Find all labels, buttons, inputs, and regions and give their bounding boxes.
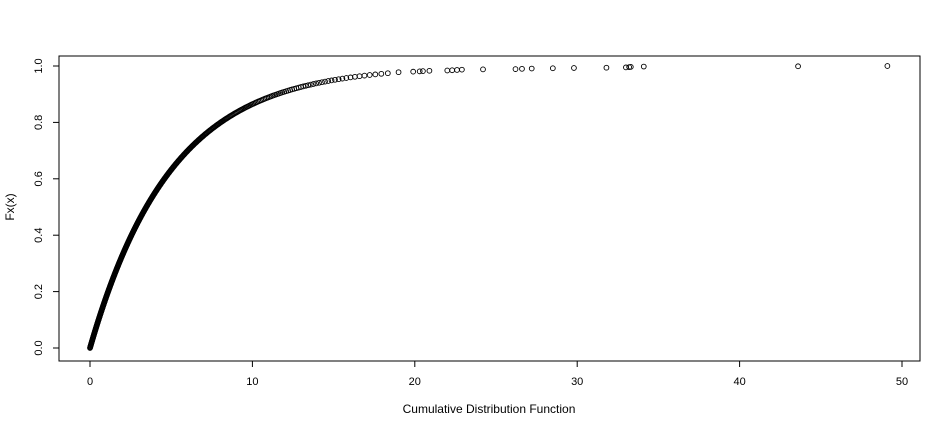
data-point [366,72,373,78]
data-point [372,71,379,78]
data-point [549,65,556,72]
x-tick-label: 40 [733,376,745,388]
data-point [519,65,525,72]
data-point [361,72,368,79]
data-point [328,77,335,84]
y-axis: 0.0 0.2 0.4 0.6 0.8 1.0 [33,58,60,356]
x-tick-label: 10 [246,376,258,388]
data-point [310,81,317,87]
data-point [627,63,634,70]
data-point [528,65,535,72]
x-tick-label: 20 [409,376,421,388]
y-tick-label: 0.2 [33,284,45,299]
plot-frame [58,55,921,362]
data-point [795,63,801,70]
y-tick-label: 0.4 [33,228,45,243]
data-point [335,76,342,83]
data-point [343,75,350,81]
x-tick-label: 0 [87,376,93,388]
data-point [302,82,309,89]
data-point [640,63,647,70]
data-point [322,78,328,85]
x-tick-label: 50 [896,376,908,388]
y-tick-label: 1.0 [33,58,45,73]
data-point [378,70,385,77]
data-point [332,76,338,83]
data-point [316,79,322,86]
x-tick-label: 30 [571,376,583,388]
data-point [512,66,519,72]
data-point [325,78,332,84]
data-point [356,73,363,80]
y-axis-title: Fx(x) [3,193,17,220]
data-point [384,70,391,77]
data-point [307,81,314,88]
y-tick-label: 0.6 [33,171,45,186]
data-point [603,64,610,71]
data-point [313,80,320,87]
y-tick-label: 0.8 [33,115,45,130]
data-point [319,79,325,86]
data-point [884,63,891,69]
data-point [410,68,417,75]
x-axis: 0 10 20 30 40 50 [87,360,908,388]
data-point [444,67,451,74]
data-point [395,69,402,76]
data-points [87,63,891,351]
data-point [449,67,456,74]
x-axis-title: Cumulative Distribution Function [403,402,576,416]
data-point [416,68,423,75]
data-point [339,75,346,82]
data-point [571,65,577,71]
y-tick-label: 0.0 [33,340,45,355]
data-point [480,66,486,73]
data-point [305,82,312,89]
data-point [426,67,433,74]
data-point [420,68,426,74]
data-point [454,67,460,73]
data-point [459,66,465,73]
